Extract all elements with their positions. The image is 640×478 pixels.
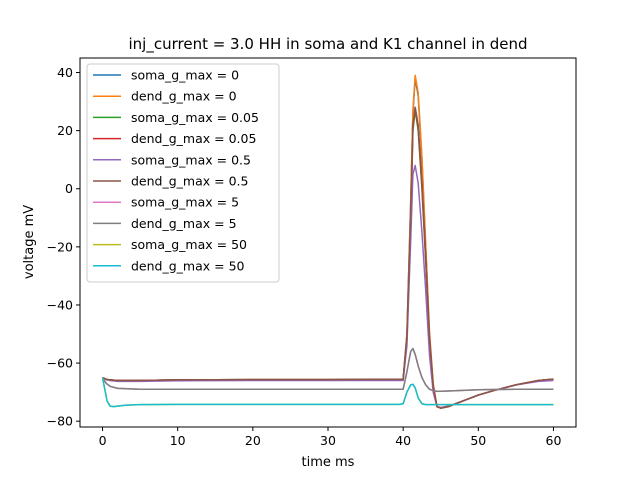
series-line-9 xyxy=(101,377,554,408)
y-tick-label: −60 xyxy=(47,356,73,371)
legend-label: dend_g_max = 0.5 xyxy=(131,174,248,189)
x-tick-label: 30 xyxy=(320,433,336,448)
x-tick-label: 50 xyxy=(470,433,486,448)
y-tick-label: −20 xyxy=(47,239,73,254)
legend-label: soma_g_max = 5 xyxy=(131,195,239,210)
series-line-5 xyxy=(102,106,554,409)
series-line-7 xyxy=(101,347,554,393)
x-axis-label: time ms xyxy=(302,455,355,470)
legend-label: soma_g_max = 50 xyxy=(131,237,247,252)
legend-label: soma_g_max = 0 xyxy=(131,68,239,83)
legend: soma_g_max = 0 dend_g_max = 0 soma_g_max =… xyxy=(86,63,280,283)
x-tick-label: 40 xyxy=(395,433,411,448)
legend-label: dend_g_max = 0.05 xyxy=(131,131,256,146)
x-axis: 0 10 20 30 40 50 60 xyxy=(99,427,562,448)
series-group xyxy=(101,74,554,409)
y-axis: −80 −60 −40 −20 0 20 40 xyxy=(47,65,80,429)
legend-label: dend_g_max = 5 xyxy=(131,216,237,231)
x-tick-label: 0 xyxy=(99,433,107,448)
legend-label: dend_g_max = 50 xyxy=(131,258,245,273)
plot-area xyxy=(79,57,577,428)
chart-title: inj_current = 3.0 HH in soma and K1 chan… xyxy=(129,35,528,54)
y-tick-label: 20 xyxy=(57,123,73,138)
legend-label: soma_g_max = 0.05 xyxy=(131,110,259,125)
legend-label: dend_g_max = 0 xyxy=(131,89,237,104)
y-tick-label: −40 xyxy=(47,297,73,312)
legend-label: soma_g_max = 0.5 xyxy=(131,152,251,167)
x-tick-label: 60 xyxy=(546,433,562,448)
x-tick-label: 10 xyxy=(170,433,186,448)
y-axis-label: voltage mV xyxy=(22,205,37,279)
y-tick-label: 40 xyxy=(57,65,73,80)
x-tick-label: 20 xyxy=(245,433,261,448)
y-tick-label: −80 xyxy=(47,414,73,429)
y-tick-label: 0 xyxy=(65,181,73,196)
legend-box xyxy=(86,63,280,283)
